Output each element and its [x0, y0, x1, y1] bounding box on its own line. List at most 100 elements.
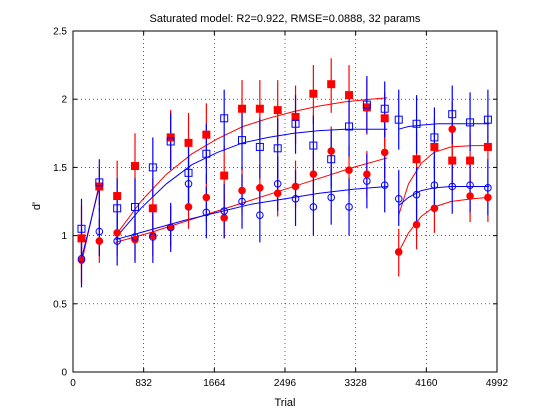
data-point-square [380, 114, 389, 123]
data-point-circle [484, 184, 492, 192]
data-point-circle [466, 181, 474, 189]
data-point-square [113, 192, 122, 201]
data-point-circle [412, 190, 421, 199]
data-point-circle [309, 170, 318, 179]
data-point-square [148, 163, 157, 172]
data-point-circle [448, 125, 457, 134]
x-tick-label: 4992 [486, 378, 509, 389]
data-point-circle [256, 211, 264, 219]
data-point-square [220, 114, 229, 123]
data-point-square [380, 104, 389, 113]
data-point-square [291, 112, 300, 121]
fit-line [398, 123, 490, 130]
data-point-square [255, 104, 264, 113]
data-point-square [238, 136, 247, 145]
data-point-square [430, 142, 439, 151]
data-point-circle [327, 193, 336, 202]
data-point-circle [363, 177, 371, 185]
data-point-square [166, 133, 175, 142]
data-point-circle [131, 235, 139, 244]
data-point-circle [273, 179, 282, 188]
data-point-square [412, 155, 421, 164]
data-point-circle [309, 203, 318, 211]
fit-line [81, 186, 100, 259]
data-point-circle [380, 148, 389, 157]
data-point-square [309, 141, 318, 150]
data-point-circle [95, 227, 104, 236]
data-point-square [362, 100, 371, 109]
x-tick-label: 2496 [274, 378, 297, 389]
fit-line [115, 186, 388, 241]
data-point-square [77, 224, 86, 233]
data-point-square [148, 204, 157, 213]
data-point-circle [363, 170, 371, 179]
fit-line [115, 157, 388, 243]
data-point-circle [95, 237, 104, 245]
data-point-square [345, 122, 354, 131]
data-markers [77, 80, 492, 264]
data-point-circle [291, 194, 300, 203]
y-tick-label: 0.5 [53, 299, 67, 310]
data-point-square [113, 204, 122, 213]
y-tick-label: 0 [61, 368, 67, 379]
axis-ticks [72, 30, 498, 373]
data-point-circle [220, 207, 228, 215]
data-point-square [202, 130, 211, 139]
data-point-square [345, 91, 354, 100]
data-point-circle [380, 181, 389, 189]
y-axis-title: d' [31, 202, 43, 210]
data-point-circle [394, 248, 403, 256]
data-point-circle [291, 182, 300, 191]
data-point-square [327, 80, 336, 89]
data-point-square [412, 119, 421, 128]
data-point-square [184, 138, 193, 147]
data-point-circle [184, 179, 193, 188]
y-tick-label: 1.5 [53, 163, 67, 174]
data-point-square [362, 103, 371, 112]
y-tick-label: 2.5 [53, 27, 67, 38]
plot-background [73, 31, 497, 372]
data-point-circle [430, 181, 439, 189]
data-point-circle [166, 223, 175, 232]
data-point-circle [238, 186, 246, 195]
data-point-square [95, 178, 104, 187]
grid [73, 31, 497, 372]
data-point-circle [327, 147, 336, 155]
x-tick-label: 1664 [203, 378, 226, 389]
data-point-circle [202, 208, 211, 217]
data-point-circle [184, 203, 193, 211]
data-point-circle [430, 204, 439, 213]
data-point-square [220, 171, 229, 180]
x-tick-label: 832 [135, 378, 152, 389]
x-tick-labels: 0 832 1664 2496 3328 4160 4992 [70, 378, 508, 389]
data-point-square [202, 149, 211, 158]
y-tick-label: 1 [61, 231, 67, 242]
data-point-circle [345, 166, 353, 174]
data-point-square [291, 119, 300, 128]
data-point-circle [113, 229, 121, 237]
data-point-circle [149, 233, 157, 241]
data-point-circle [273, 189, 282, 198]
data-point-circle [484, 193, 492, 202]
x-tick-label: 3328 [345, 378, 368, 389]
data-point-square [309, 89, 318, 98]
data-point-square [77, 234, 86, 243]
data-point-circle [412, 220, 421, 229]
y-tick-labels: 0 0.5 1 1.5 2 2.5 [53, 27, 67, 379]
data-point-circle [466, 192, 474, 200]
data-point-square [448, 156, 457, 165]
data-point-square [131, 202, 140, 211]
data-point-square [95, 182, 104, 191]
chart-title: Saturated model: R2=0.922, RMSE=0.0888, … [150, 13, 421, 25]
data-point-square [483, 115, 492, 124]
data-point-square [255, 142, 264, 151]
data-point-circle [394, 194, 403, 203]
data-point-circle [345, 203, 353, 211]
data-point-circle [220, 214, 228, 222]
data-point-square [466, 156, 475, 165]
data-point-circle [238, 197, 246, 206]
data-point-square [430, 133, 439, 142]
data-point-square [238, 104, 247, 113]
data-point-square [273, 144, 282, 153]
